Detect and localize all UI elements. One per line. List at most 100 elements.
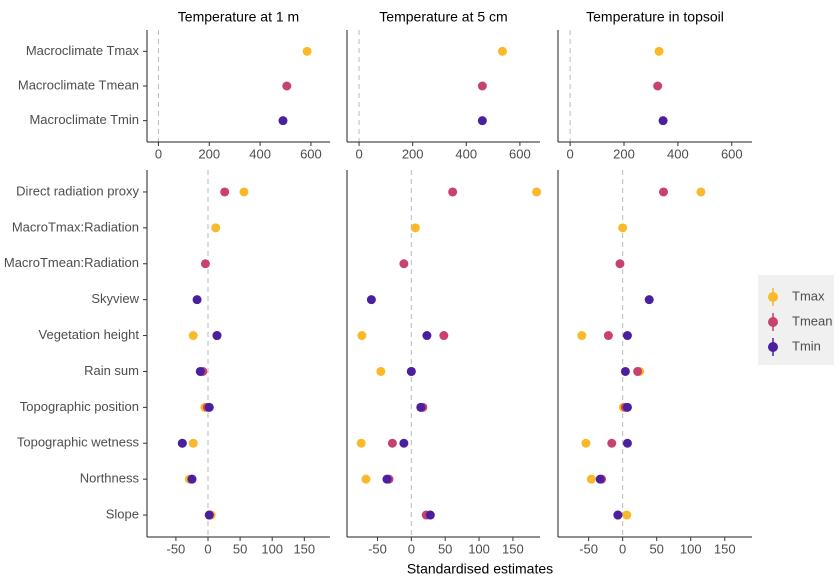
- dot: [613, 510, 623, 520]
- x-tick-label: 100: [261, 541, 283, 556]
- dot: [603, 331, 613, 341]
- dot: [356, 438, 366, 448]
- dot: [607, 438, 617, 448]
- x-tick-label: 0: [204, 541, 211, 556]
- dot: [302, 46, 312, 56]
- x-tick-label: 400: [455, 146, 477, 161]
- x-tick-label: 150: [502, 541, 524, 556]
- x-tick-label: 100: [680, 541, 702, 556]
- dot: [195, 366, 205, 376]
- x-tick-label: 600: [509, 146, 531, 161]
- x-tick-label: 400: [667, 146, 689, 161]
- dot: [204, 510, 214, 520]
- legend-label: Tmean: [792, 313, 832, 328]
- dot: [477, 81, 487, 91]
- y-tick-label: Vegetation height: [39, 327, 140, 342]
- dot: [497, 46, 507, 56]
- dot: [410, 223, 420, 233]
- facet-title: Temperature at 1 m: [178, 9, 299, 25]
- dot: [618, 223, 628, 233]
- x-tick-label: 0: [567, 146, 574, 161]
- dot: [425, 510, 435, 520]
- x-axis-title: Standardised estimates: [407, 561, 553, 577]
- dot: [644, 295, 654, 305]
- x-tick-label: 150: [293, 541, 315, 556]
- dot: [633, 366, 643, 376]
- x-tick-label: 600: [721, 146, 743, 161]
- dot: [382, 474, 392, 484]
- dot: [653, 81, 663, 91]
- dot: [422, 331, 432, 341]
- dot: [416, 402, 426, 412]
- dot: [212, 331, 222, 341]
- dot: [361, 474, 371, 484]
- dot: [177, 438, 187, 448]
- dot: [187, 474, 197, 484]
- x-tick-label: 0: [619, 541, 626, 556]
- legend-label: Tmin: [792, 338, 821, 353]
- dot: [376, 366, 386, 376]
- dot: [387, 438, 397, 448]
- y-tick-label: Slope: [106, 506, 139, 521]
- y-tick-label: Northness: [80, 471, 140, 486]
- x-tick-label: 0: [155, 146, 162, 161]
- dot: [654, 46, 664, 56]
- dot: [282, 81, 292, 91]
- dot: [577, 331, 587, 341]
- dot: [696, 187, 706, 197]
- y-tick-label: Macroclimate Tmin: [29, 112, 139, 127]
- legend-swatch: [768, 292, 778, 302]
- y-tick-label: Rain sum: [84, 363, 139, 378]
- dot: [477, 116, 487, 126]
- x-tick-label: 50: [233, 541, 247, 556]
- y-tick-label: Direct radiation proxy: [16, 183, 139, 198]
- dot: [439, 331, 449, 341]
- x-tick-label: -50: [368, 541, 387, 556]
- dot: [622, 331, 632, 341]
- dot: [586, 474, 596, 484]
- dot: [357, 331, 367, 341]
- dot: [239, 187, 249, 197]
- dot: [659, 187, 669, 197]
- x-tick-label: -50: [166, 541, 185, 556]
- x-tick-label: 100: [468, 541, 490, 556]
- x-tick-label: 200: [402, 146, 424, 161]
- y-tick-label: MacroTmax:Radiation: [12, 219, 139, 234]
- dot: [220, 187, 230, 197]
- x-tick-label: 200: [198, 146, 220, 161]
- legend-swatch: [768, 317, 778, 327]
- dot: [406, 366, 416, 376]
- dot: [622, 402, 632, 412]
- legend-label: Tmax: [792, 288, 825, 303]
- dot: [448, 187, 458, 197]
- x-tick-label: -50: [579, 541, 598, 556]
- y-tick-label: MacroTmean:Radiation: [4, 255, 139, 270]
- dot: [622, 510, 632, 520]
- legend-swatch: [768, 342, 778, 352]
- dot: [188, 438, 198, 448]
- dot: [595, 474, 605, 484]
- dot: [399, 438, 409, 448]
- facet-title: Temperature at 5 cm: [379, 9, 507, 25]
- dot: [211, 223, 221, 233]
- dot: [532, 187, 542, 197]
- dot: [200, 259, 210, 269]
- x-tick-label: 0: [355, 146, 362, 161]
- y-tick-label: Macroclimate Tmean: [18, 77, 139, 92]
- dot: [615, 259, 625, 269]
- dot: [581, 438, 591, 448]
- x-tick-label: 50: [438, 541, 452, 556]
- dot: [204, 402, 214, 412]
- dot: [278, 116, 288, 126]
- x-tick-label: 50: [649, 541, 663, 556]
- y-tick-label: Topographic wetness: [17, 435, 140, 450]
- dot: [658, 116, 668, 126]
- dot: [188, 331, 198, 341]
- dot: [366, 295, 376, 305]
- facet-title: Temperature in topsoil: [586, 9, 724, 25]
- x-tick-label: 600: [300, 146, 322, 161]
- y-tick-label: Skyview: [91, 291, 139, 306]
- x-tick-label: 200: [613, 146, 635, 161]
- y-tick-label: Topographic position: [20, 399, 139, 414]
